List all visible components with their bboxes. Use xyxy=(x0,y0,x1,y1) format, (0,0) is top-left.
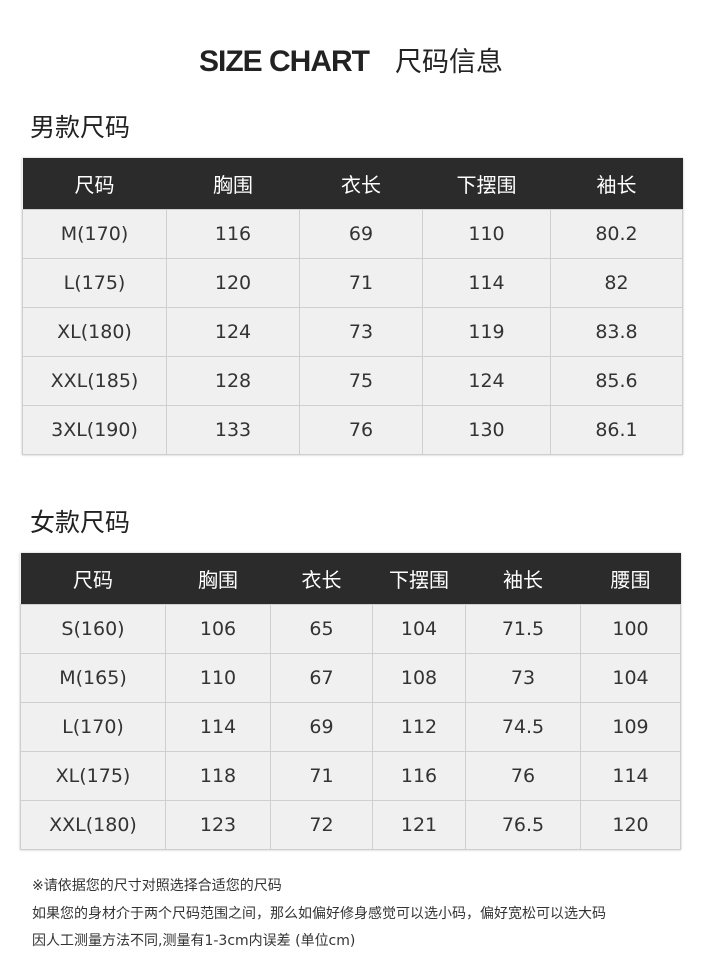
table-row: XL(180) 124 73 119 83.8 xyxy=(22,307,683,357)
table-cell: 116 xyxy=(166,209,300,259)
table-cell: 114 xyxy=(165,702,271,752)
table-cell: 119 xyxy=(422,307,551,357)
table-cell: 76.5 xyxy=(465,800,581,850)
header-row: 尺码 胸围 衣长 下摆围 袖长 xyxy=(22,158,683,210)
table-cell: 83.8 xyxy=(550,307,683,357)
table-row: 3XL(190) 133 76 130 86.1 xyxy=(22,405,683,455)
table-cell: 71 xyxy=(299,258,423,308)
table-cell: S(160) xyxy=(20,604,166,654)
table-cell: 133 xyxy=(166,405,300,455)
table-cell: 73 xyxy=(465,653,581,703)
table-cell: XL(180) xyxy=(22,307,167,357)
women-size-table: 尺码 胸围 衣长 下摆围 袖长 腰围 S(160) 106 65 104 71.5 100 M(165)… xyxy=(20,553,681,850)
table-cell: 85.6 xyxy=(550,356,683,406)
table-cell: 72 xyxy=(270,800,373,850)
column-header: 腰围 xyxy=(580,553,681,605)
column-header: 尺码 xyxy=(20,553,166,605)
note-line-3: 因人工测量方法不同,测量有1-3cm内误差 (单位cm) xyxy=(32,933,356,949)
table-row: XXL(185) 128 75 124 85.6 xyxy=(22,356,683,406)
column-header: 尺码 xyxy=(22,158,167,210)
women-heading: 女款尺码 xyxy=(30,508,131,537)
table-cell: 3XL(190) xyxy=(22,405,167,455)
table-cell: 82 xyxy=(550,258,683,308)
table-cell: XXL(185) xyxy=(22,356,167,406)
column-header: 袖长 xyxy=(465,553,581,605)
table-cell: M(170) xyxy=(22,209,167,259)
title-cn: 尺码信息 xyxy=(395,47,503,78)
table-row: M(170) 116 69 110 80.2 xyxy=(22,209,683,259)
table-cell: M(165) xyxy=(20,653,166,703)
table-cell: 108 xyxy=(372,653,466,703)
table-row: XL(175) 118 71 116 76 114 xyxy=(20,751,681,801)
title-en: SIZE CHART xyxy=(199,45,370,78)
table-cell: 104 xyxy=(580,653,681,703)
men-heading: 男款尺码 xyxy=(30,113,131,142)
table-cell: 124 xyxy=(166,307,300,357)
table-row: L(170) 114 69 112 74.5 109 xyxy=(20,702,681,752)
note-line-2: 如果您的身材介于两个尺码范围之间，那么如偏好修身感觉可以选小码，偏好宽松可以选大… xyxy=(32,906,606,922)
table-cell: 116 xyxy=(372,751,466,801)
table-cell: 69 xyxy=(270,702,373,752)
table-cell: 118 xyxy=(165,751,271,801)
table-cell: 120 xyxy=(580,800,681,850)
column-header: 下摆围 xyxy=(422,158,551,210)
table-cell: XXL(180) xyxy=(20,800,166,850)
table-cell: 123 xyxy=(165,800,271,850)
column-header: 胸围 xyxy=(166,158,300,210)
table-cell: 124 xyxy=(422,356,551,406)
table-cell: 86.1 xyxy=(550,405,683,455)
column-header: 胸围 xyxy=(165,553,271,605)
table-cell: 71 xyxy=(270,751,373,801)
table-cell: 76 xyxy=(465,751,581,801)
table-row: L(175) 120 71 114 82 xyxy=(22,258,683,308)
header-row: 尺码 胸围 衣长 下摆围 袖长 腰围 xyxy=(20,553,681,605)
table-cell: 121 xyxy=(372,800,466,850)
table-cell: 114 xyxy=(580,751,681,801)
table-cell: 128 xyxy=(166,356,300,406)
table-cell: 114 xyxy=(422,258,551,308)
table-cell: 69 xyxy=(299,209,423,259)
column-header: 衣长 xyxy=(270,553,373,605)
column-header: 衣长 xyxy=(299,158,423,210)
table-cell: 73 xyxy=(299,307,423,357)
table-cell: 109 xyxy=(580,702,681,752)
table-cell: 67 xyxy=(270,653,373,703)
table-cell: 65 xyxy=(270,604,373,654)
table-cell: 110 xyxy=(422,209,551,259)
table-cell: XL(175) xyxy=(20,751,166,801)
table-cell: 130 xyxy=(422,405,551,455)
table-cell: 74.5 xyxy=(465,702,581,752)
table-cell: 100 xyxy=(580,604,681,654)
table-cell: 120 xyxy=(166,258,300,308)
note-line-1: ※请依据您的尺寸对照选择合适您的尺码 xyxy=(32,878,282,894)
table-row: M(165) 110 67 108 73 104 xyxy=(20,653,681,703)
table-cell: 71.5 xyxy=(465,604,581,654)
table-cell: 104 xyxy=(372,604,466,654)
table-cell: 110 xyxy=(165,653,271,703)
table-row: XXL(180) 123 72 121 76.5 120 xyxy=(20,800,681,850)
table-cell: L(175) xyxy=(22,258,167,308)
table-row: S(160) 106 65 104 71.5 100 xyxy=(20,604,681,654)
men-size-table: 尺码 胸围 衣长 下摆围 袖长 M(170) 116 69 110 80.2 L(175) 120 71… xyxy=(22,158,683,455)
column-header: 袖长 xyxy=(550,158,683,210)
table-cell: 106 xyxy=(165,604,271,654)
table-cell: 112 xyxy=(372,702,466,752)
table-cell: 76 xyxy=(299,405,423,455)
table-cell: 75 xyxy=(299,356,423,406)
table-cell: L(170) xyxy=(20,702,166,752)
table-cell: 80.2 xyxy=(550,209,683,259)
page-title: SIZE CHART 尺码信息 xyxy=(0,40,702,79)
column-header: 下摆围 xyxy=(372,553,466,605)
